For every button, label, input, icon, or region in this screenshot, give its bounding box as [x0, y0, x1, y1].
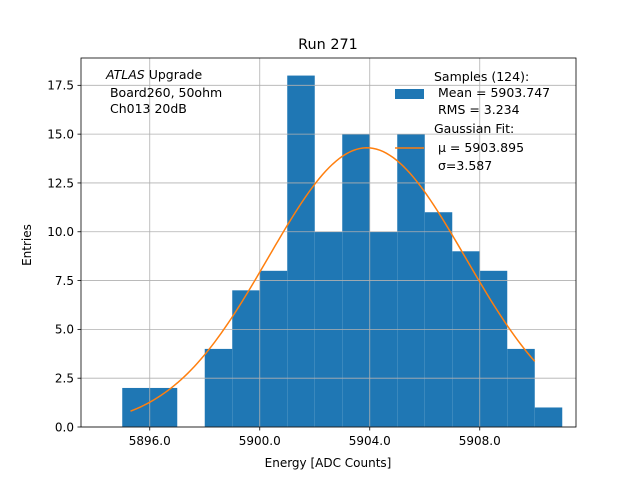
legend-samples-rms: RMS = 3.234: [434, 102, 520, 117]
x-tick-label: 5908.0: [459, 434, 501, 448]
atlas-annotation: ATLAS Upgrade Board260, 50ohm Ch013 20dB: [105, 67, 222, 116]
y-tick-label: 17.5: [47, 79, 74, 93]
legend-samples-title: Samples (124):: [434, 69, 529, 84]
legend-fit-mu: μ = 5903.895: [438, 140, 524, 155]
x-tick-label: 5904.0: [349, 434, 391, 448]
histogram-bar: [287, 75, 315, 428]
legend-fit-sigma: σ=3.587: [438, 158, 492, 173]
axes-frame: [80, 57, 577, 428]
histogram-bar: [259, 270, 288, 427]
grid: [81, 58, 576, 428]
y-tick-label: 0.0: [55, 420, 74, 434]
annotation-line-1: ATLAS Upgrade: [105, 67, 202, 82]
legend-samples-mean: Mean = 5903.747: [434, 85, 550, 100]
x-tick-label: 5896.0: [129, 434, 171, 448]
histogram-bar: [479, 270, 508, 427]
experiment-name: ATLAS: [105, 67, 145, 82]
histogram-bar: [452, 251, 480, 427]
legend-samples-swatch: [395, 89, 424, 99]
y-tick-label: 5.0: [55, 323, 74, 337]
histogram-bar: [232, 290, 260, 427]
annotation-line-3: Ch013 20dB: [106, 101, 187, 116]
experiment-suffix: Upgrade: [145, 67, 203, 82]
gaussian-fit-curve: [130, 147, 536, 412]
y-tick-label: 2.5: [55, 371, 74, 385]
x-axis-label: Energy [ADC Counts]: [265, 456, 392, 470]
histogram-bar: [534, 407, 563, 427]
y-tick-label: 15.0: [47, 127, 74, 141]
y-tick-label: 10.0: [47, 225, 74, 239]
y-tick-label: 12.5: [47, 176, 74, 190]
legend: Samples (124): Mean = 5903.747 RMS = 3.2…: [395, 69, 550, 173]
chart-title: Run 271: [298, 37, 358, 53]
histogram-bar: [507, 348, 535, 427]
y-axis-ticks: 0.0 2.5 5.0 7.5 10.0 12.5 15.0 17.5: [47, 79, 81, 434]
y-tick-label: 7.5: [55, 274, 74, 288]
x-axis-ticks: 5896.0 5900.0 5904.0 5908.0: [129, 427, 501, 448]
histogram-bar: [424, 212, 453, 427]
x-tick-label: 5900.0: [239, 434, 281, 448]
histogram-bar: [122, 387, 150, 427]
legend-fit-title: Gaussian Fit:: [434, 121, 514, 136]
y-axis-label: Entries: [20, 224, 34, 266]
histogram-bar: [204, 348, 233, 427]
annotation-line-2: Board260, 50ohm: [106, 85, 222, 100]
gaussian-fit: [130, 147, 536, 412]
